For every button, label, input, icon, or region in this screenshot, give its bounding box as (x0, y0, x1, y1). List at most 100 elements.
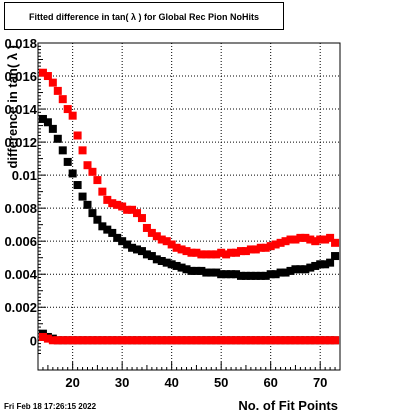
data-point (43, 72, 52, 81)
data-point (93, 215, 102, 224)
y-tick-label: 0.002 (4, 300, 37, 315)
x-tick-label: 20 (65, 375, 79, 390)
data-point (316, 260, 325, 269)
data-point (222, 336, 231, 345)
data-point (306, 336, 315, 345)
data-point (142, 223, 151, 232)
data-point (192, 266, 201, 275)
data-point (73, 336, 82, 345)
y-tick-label: 0.01 (12, 168, 37, 183)
data-point (43, 118, 52, 127)
data-point (217, 270, 226, 279)
data-point (182, 336, 191, 345)
data-point (83, 161, 92, 170)
data-point (128, 336, 137, 345)
data-point (177, 336, 186, 345)
data-point (236, 336, 245, 345)
data-point (202, 250, 211, 259)
data-point (281, 268, 290, 277)
data-point (256, 271, 265, 280)
data-point (103, 336, 112, 345)
data-point (118, 336, 127, 345)
x-tick-label: 70 (313, 375, 327, 390)
data-point (108, 199, 117, 208)
data-point (167, 260, 176, 269)
series-0 (38, 114, 340, 280)
data-point (162, 258, 171, 267)
data-point (227, 270, 236, 279)
data-point (326, 336, 335, 345)
data-point (98, 336, 107, 345)
data-point (246, 271, 255, 280)
data-point (162, 336, 171, 345)
y-tick-label: 0.018 (4, 36, 37, 51)
data-point (326, 233, 335, 242)
data-point (241, 336, 250, 345)
data-point (301, 233, 310, 242)
x-tick-label: 60 (263, 375, 277, 390)
data-point (311, 261, 320, 270)
data-point (128, 205, 137, 214)
data-point (137, 336, 146, 345)
data-point (108, 228, 117, 237)
data-point (63, 157, 72, 166)
data-point (98, 222, 107, 231)
data-point (162, 237, 171, 246)
data-point (58, 336, 67, 345)
y-tick-labels: 0 0.002 0.004 0.006 0.008 0.01 0.012 0.014 0.016… (4, 36, 37, 348)
data-point (192, 248, 201, 257)
x-tick-labels: 20 30 40 50 60 70 (65, 375, 327, 390)
data-point (271, 240, 280, 249)
data-point (118, 202, 127, 211)
data-point (123, 205, 132, 214)
data-point (133, 245, 142, 254)
data-point (261, 336, 270, 345)
data-point (142, 250, 151, 259)
data-point (321, 260, 330, 269)
data-point (232, 248, 241, 257)
data-point (281, 237, 290, 246)
data-point (222, 270, 231, 279)
data-point (331, 238, 340, 247)
data-point (38, 68, 47, 77)
data-point (38, 114, 47, 123)
data-point (142, 336, 151, 345)
data-point (187, 248, 196, 257)
data-point (296, 265, 305, 274)
data-point (48, 78, 57, 87)
data-point (207, 336, 216, 345)
data-point (93, 336, 102, 345)
data-point (88, 209, 97, 218)
data-point (326, 258, 335, 267)
data-point (73, 131, 82, 140)
data-point (306, 235, 315, 244)
chart-title-box: Fitted difference in tan( λ ) for Global… (4, 2, 284, 30)
data-point (232, 336, 241, 345)
data-point (133, 336, 142, 345)
data-point (167, 336, 176, 345)
data-point (128, 243, 137, 252)
data-point (123, 336, 132, 345)
data-point (192, 336, 201, 345)
data-point (256, 336, 265, 345)
data-point (113, 200, 122, 209)
data-point (222, 250, 231, 259)
data-point (78, 146, 87, 155)
data-point (108, 336, 117, 345)
data-point (197, 336, 206, 345)
data-point (321, 235, 330, 244)
series-3 (38, 332, 340, 345)
data-point (311, 336, 320, 345)
data-point (78, 192, 87, 201)
data-point (311, 237, 320, 246)
data-point (251, 271, 260, 280)
data-point (256, 243, 265, 252)
data-point (291, 265, 300, 274)
y-tick-label: 0.014 (4, 102, 37, 117)
data-point (232, 270, 241, 279)
chart-title: Fitted difference in tan( λ ) for Global… (28, 12, 260, 22)
x-tick-label: 40 (164, 375, 178, 390)
x-tick-label: 30 (115, 375, 129, 390)
plot-area (37, 42, 341, 371)
data-point (58, 146, 67, 155)
